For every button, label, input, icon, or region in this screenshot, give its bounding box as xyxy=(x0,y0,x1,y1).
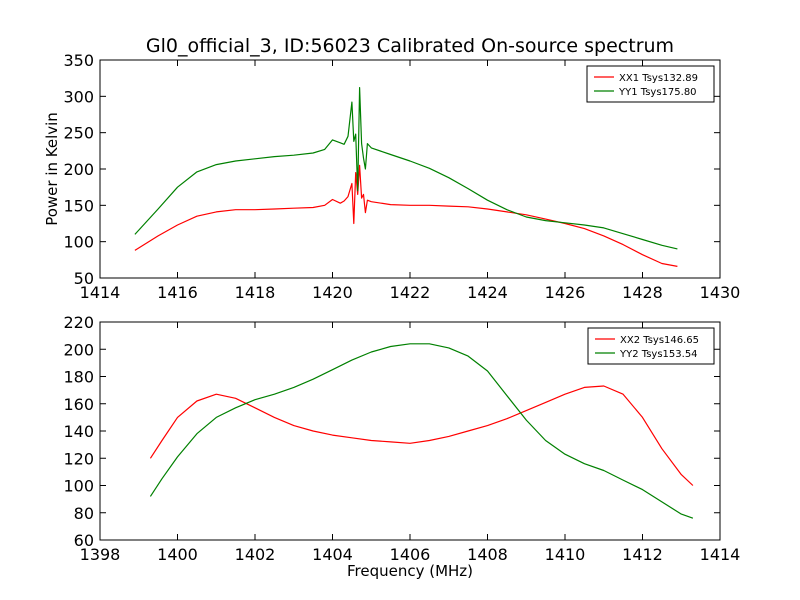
x-tick-label: 1398 xyxy=(80,545,121,564)
legend-label: YY2 Tsys153.54 xyxy=(619,349,698,360)
y-tick-label: 120 xyxy=(63,449,94,468)
x-tick-label: 1406 xyxy=(390,545,431,564)
subplot-1: 1414 1416 1418 1420 1422 1424 1426 1428 1430 50 10… xyxy=(43,51,740,302)
y-axis-label: Power in Kelvin xyxy=(43,112,61,226)
series-line-2-1 xyxy=(149,385,694,486)
y-tick-label: 140 xyxy=(63,422,94,441)
x-tick-label: 1416 xyxy=(157,283,198,302)
x-tick-label: 1420 xyxy=(312,283,353,302)
y-tick-label: 60 xyxy=(74,531,94,550)
x-tick-label: 1408 xyxy=(467,545,508,564)
x-tick-label: 1414 xyxy=(700,545,741,564)
y-tick-label: 300 xyxy=(63,87,94,106)
y-tick-label: 250 xyxy=(63,124,94,143)
legend-2: XX2 Tsys146.65 YY2 Tsys153.54 xyxy=(587,327,715,365)
subplot-2: 1398 1400 1402 1404 1406 1408 1410 1412 1414 60 80… xyxy=(63,313,740,580)
x-tick-label: 1400 xyxy=(157,545,198,564)
y-tick-label: 220 xyxy=(63,313,94,332)
y-tick-label: 350 xyxy=(63,51,94,70)
y-tick-label: 100 xyxy=(63,233,94,252)
x-tick-label: 1402 xyxy=(235,545,276,564)
x-tick-label: 1422 xyxy=(390,283,431,302)
series-line-1-2 xyxy=(134,86,678,250)
x-tick-label: 1412 xyxy=(622,545,663,564)
y-tick-label: 180 xyxy=(63,368,94,387)
y-tick-label: 50 xyxy=(74,269,94,288)
series-line-1-1 xyxy=(134,164,678,267)
series-line-2-2 xyxy=(149,343,694,519)
x-tick-label: 1430 xyxy=(700,283,741,302)
y-tick-label: 160 xyxy=(63,395,94,414)
y-tick-label: 150 xyxy=(63,196,94,215)
legend-box xyxy=(586,65,715,103)
x-tick-label: 1414 xyxy=(80,283,121,302)
legend-label: YY1 Tsys175.80 xyxy=(618,87,697,98)
y-tick-label: 200 xyxy=(63,340,94,359)
x-axis-label: Frequency (MHz) xyxy=(347,562,473,580)
x-tick-label: 1404 xyxy=(312,545,353,564)
legend-label: XX1 Tsys132.89 xyxy=(619,73,698,84)
legend-1: XX1 Tsys132.89 YY1 Tsys175.80 xyxy=(586,65,715,103)
y-tick-label: 80 xyxy=(74,504,94,523)
y-tick-label: 200 xyxy=(63,160,94,179)
y-tick-label: 100 xyxy=(63,477,94,496)
chart-layer: 1414 1416 1418 1420 1422 1424 1426 1428 1430 50 10… xyxy=(43,51,740,580)
legend-label: XX2 Tsys146.65 xyxy=(620,335,699,346)
x-tick-label: 1428 xyxy=(622,283,663,302)
legend-box xyxy=(587,327,715,365)
x-tick-label: 1410 xyxy=(545,545,586,564)
x-tick-label: 1418 xyxy=(235,283,276,302)
figure-title: Gl0_official_3, ID:56023 Calibrated On-s… xyxy=(146,35,674,57)
x-tick-label: 1426 xyxy=(545,283,586,302)
x-tick-label: 1424 xyxy=(467,283,508,302)
